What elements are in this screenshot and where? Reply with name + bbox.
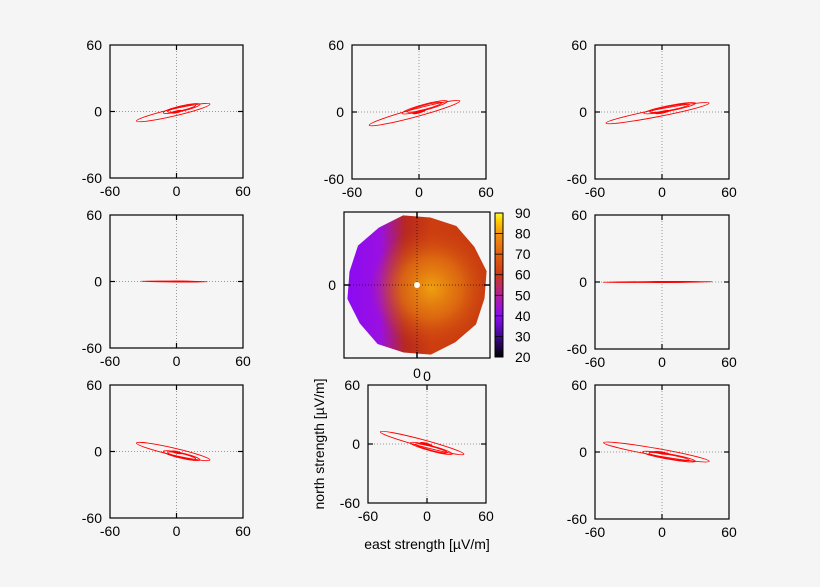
x-tick-label: 60 [478, 508, 494, 524]
x-tick-label: -60 [100, 183, 120, 199]
x-tick-label: 60 [235, 353, 251, 369]
y-tick-label: 0 [579, 104, 587, 120]
contour-peak [654, 281, 672, 283]
contour-peak [654, 110, 671, 115]
x-tick-label: 0 [413, 365, 421, 381]
y-axis-label: north strength [µV/m] [311, 378, 327, 509]
x-tick-label: 0 [173, 353, 181, 369]
contour-peak [171, 450, 183, 455]
x-tick-label: 0 [658, 354, 666, 370]
contour-line [407, 101, 443, 113]
x-tick-label: 60 [721, 184, 737, 200]
panel-bottom-right [594, 384, 730, 520]
x-tick-label: -60 [100, 523, 120, 539]
x-tick-label: 60 [721, 354, 737, 370]
y-tick-label: 0 [352, 436, 360, 452]
contour-line [605, 102, 710, 125]
contour-peak [653, 450, 670, 455]
panel-top-left [109, 44, 244, 179]
x-axis-label: east strength [µV/m] [364, 536, 490, 552]
y-tick-label: 60 [571, 207, 587, 223]
panel-middle-right [594, 214, 730, 350]
contour-line [162, 103, 201, 114]
contour-line [410, 441, 453, 456]
top-tick-label: 0 [423, 368, 431, 384]
x-tick-label: 0 [658, 184, 666, 200]
contour-line [379, 430, 465, 456]
x-tick-label: -60 [585, 184, 605, 200]
x-tick-label: 0 [415, 184, 423, 200]
contour-line [368, 99, 461, 127]
y-tick-label: 60 [86, 377, 102, 393]
y-tick-label: -60 [82, 170, 102, 186]
colorbar [494, 212, 504, 358]
x-tick-label: -60 [358, 508, 378, 524]
x-tick-label: 60 [235, 523, 251, 539]
panel-top-right [594, 44, 730, 180]
contour-line [643, 102, 696, 115]
panel-center [343, 211, 504, 359]
colorbar-tick-label: 40 [515, 308, 531, 324]
y-tick-label: 0 [328, 277, 336, 293]
y-tick-label: -60 [567, 341, 587, 357]
colorbar-tick-label: 60 [515, 267, 531, 283]
contour-line [415, 443, 448, 454]
y-tick-label: 60 [344, 377, 360, 393]
colorbar-tick-label: 30 [515, 328, 531, 344]
x-tick-label: 0 [658, 524, 666, 540]
heatmap-surface [347, 215, 487, 355]
x-tick-label: 0 [173, 523, 181, 539]
contour-peak [172, 280, 183, 283]
y-tick-label: -60 [324, 171, 344, 187]
colorbar-tick-label: 70 [515, 246, 531, 262]
contour-line [401, 100, 448, 115]
y-tick-label: 0 [94, 444, 102, 460]
y-tick-label: 0 [579, 444, 587, 460]
contour-line [642, 450, 696, 463]
contour-peak [419, 441, 433, 447]
y-tick-label: 60 [86, 207, 102, 223]
x-tick-label: -60 [585, 354, 605, 370]
x-tick-label: -60 [585, 524, 605, 540]
y-tick-label: -60 [567, 171, 587, 187]
y-tick-label: 0 [579, 274, 587, 290]
panel-top-middle [351, 44, 487, 180]
colorbar-tick-label: 50 [515, 287, 531, 303]
x-tick-label: -60 [100, 353, 120, 369]
y-tick-label: -60 [567, 511, 587, 527]
contour-peak [412, 109, 426, 115]
y-tick-label: 0 [336, 104, 344, 120]
x-tick-label: 60 [478, 184, 494, 200]
colorbar-tick-label: 20 [515, 349, 531, 365]
colorbar-tick-label: 90 [515, 205, 531, 221]
y-tick-label: 0 [94, 274, 102, 290]
y-tick-label: -60 [82, 510, 102, 526]
contour-peak [171, 109, 183, 114]
y-tick-label: 60 [571, 377, 587, 393]
panel-bottom-left [109, 384, 244, 519]
contour-line [603, 441, 710, 463]
y-tick-label: 0 [94, 104, 102, 120]
contour-line [162, 450, 201, 462]
y-tick-label: 60 [571, 37, 587, 53]
colorbar-tick-label: 80 [515, 226, 531, 242]
y-tick-label: -60 [340, 495, 360, 511]
x-tick-label: -60 [342, 184, 362, 200]
panel-bottom-middle [367, 384, 487, 504]
panel-middle-left [109, 214, 244, 349]
y-tick-label: 60 [328, 37, 344, 53]
x-tick-label: 0 [423, 508, 431, 524]
contour-line [648, 452, 690, 462]
contour-line [169, 280, 196, 283]
x-tick-label: 60 [235, 183, 251, 199]
x-tick-label: 60 [721, 524, 737, 540]
contour-line [649, 280, 693, 283]
y-tick-label: 60 [86, 37, 102, 53]
y-tick-label: -60 [82, 340, 102, 356]
x-tick-label: 0 [173, 183, 181, 199]
contour-line [649, 103, 690, 113]
origin-marker [414, 282, 420, 288]
